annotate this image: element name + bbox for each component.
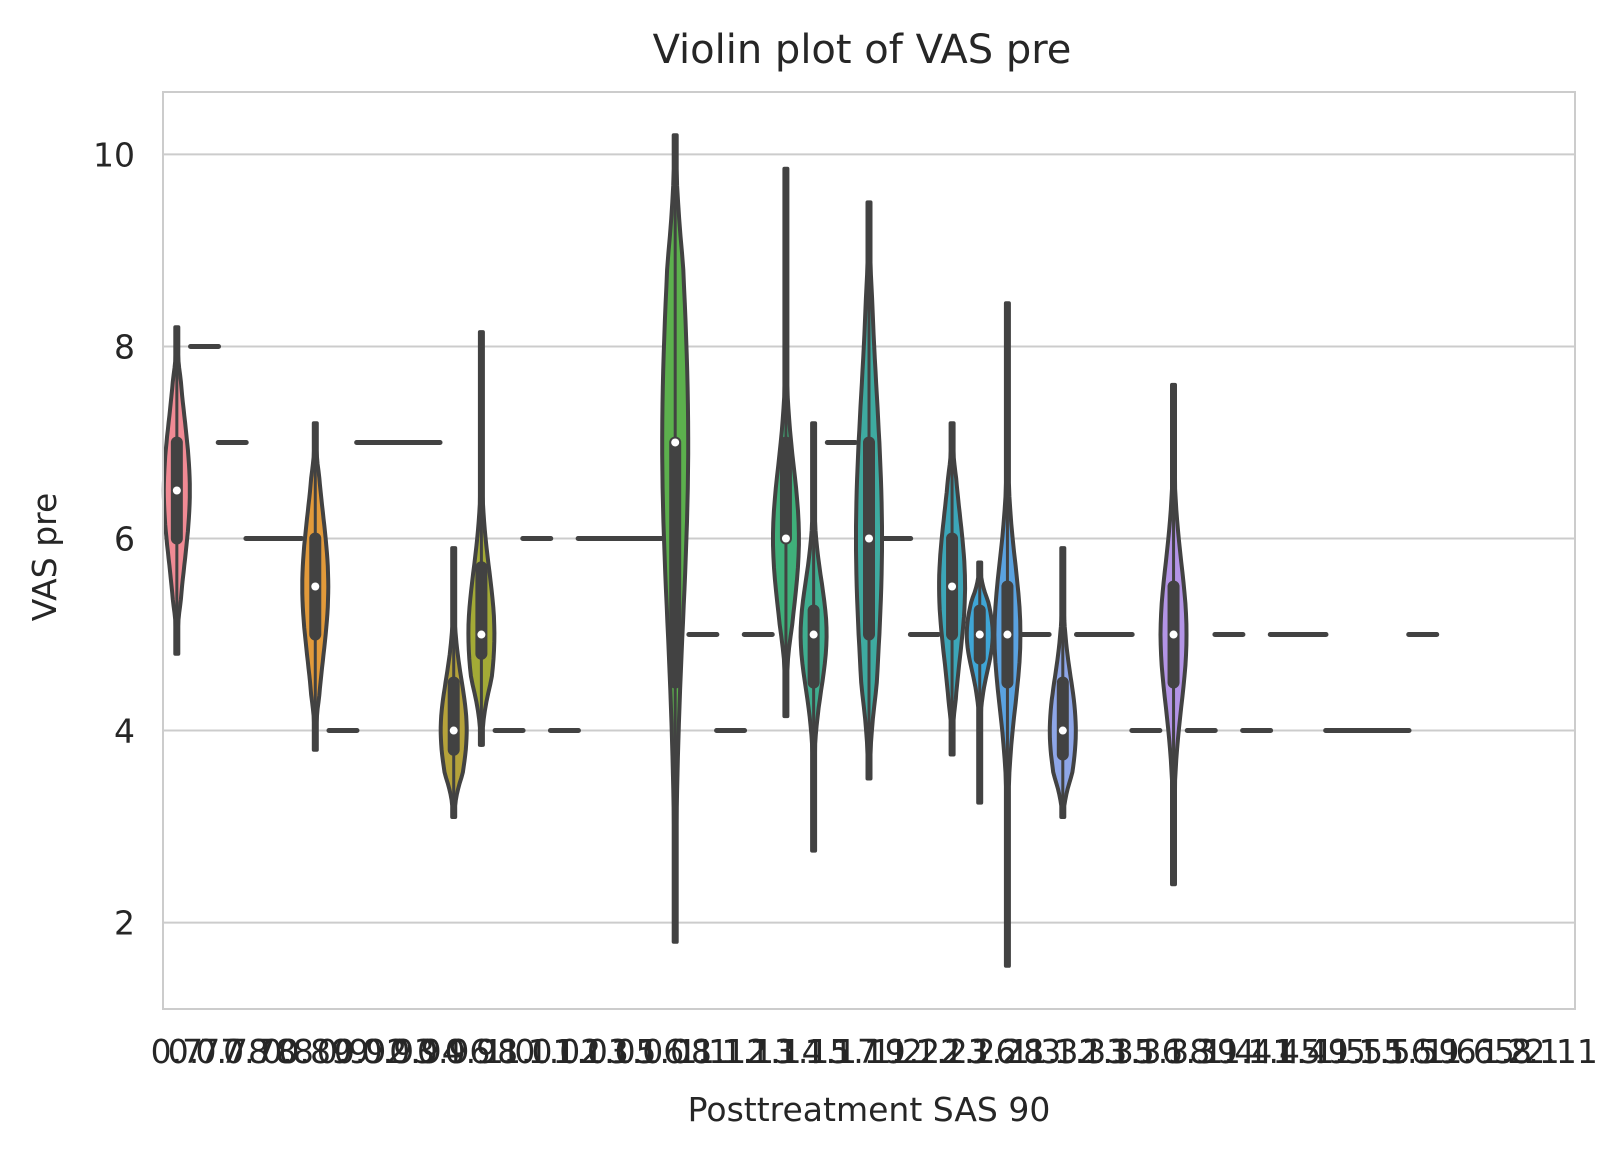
- chart-title: Violin plot of VAS pre: [653, 27, 1072, 73]
- x-tick-label: 1.15: [777, 1032, 850, 1071]
- violin-median-point: [809, 630, 818, 639]
- violin-median-point: [311, 582, 320, 591]
- x-tick-label: 1.06: [611, 1032, 684, 1071]
- x-tick-label: 0.93: [362, 1032, 435, 1071]
- x-tick-label: 0.96: [417, 1032, 490, 1071]
- violin-median-point: [172, 486, 181, 495]
- y-tick-label: 8: [114, 327, 135, 366]
- x-tick-label: 1.05: [583, 1032, 656, 1071]
- violin-median-point: [1058, 726, 1067, 735]
- x-tick-label: 0.89: [279, 1032, 352, 1071]
- x-tick-label: 1.2: [870, 1032, 922, 1071]
- x-tick-label: 1.36: [1109, 1032, 1182, 1071]
- violin-median-point: [865, 534, 873, 543]
- x-tick-label: 2.11: [1524, 1032, 1597, 1071]
- x-tick-label: 1.59: [1386, 1032, 1459, 1071]
- x-tick-label: 1.6: [1424, 1032, 1476, 1071]
- x-tick-label: 0.8: [261, 1032, 313, 1071]
- y-tick-label: 10: [93, 135, 135, 174]
- x-tick-label: 1.56: [1358, 1032, 1431, 1071]
- y-tick-label: 6: [114, 519, 135, 558]
- violin-median-point: [781, 534, 790, 543]
- x-tick-label: 0.9: [317, 1032, 369, 1071]
- y-tick-label: 4: [114, 712, 135, 751]
- violin-median-point: [671, 438, 680, 447]
- x-tick-label: 0.77: [168, 1032, 241, 1071]
- y-tick-label: 2: [114, 904, 135, 943]
- x-tick-label: 1.38: [1137, 1032, 1210, 1071]
- violin-median-point: [975, 630, 984, 639]
- x-tick-label: 1.0: [483, 1032, 535, 1071]
- x-tick-label: 0.78: [195, 1032, 268, 1071]
- plot-frame: [162, 91, 1576, 1010]
- x-tick-label: 1.28: [971, 1032, 1044, 1071]
- violin-median-point: [1003, 630, 1012, 639]
- x-tick-label: 1.8: [1480, 1032, 1532, 1071]
- x-tick-label: 1.17: [805, 1032, 878, 1071]
- axis-layer: 2468100.70.770.780.780.80.890.90.920.930…: [93, 91, 1598, 1071]
- x-tick-label: 1.41: [1220, 1032, 1293, 1071]
- x-tick-label: 0.78: [223, 1032, 296, 1071]
- x-tick-label: 1.26: [943, 1032, 1016, 1071]
- x-tick-label: 1.01: [500, 1032, 573, 1071]
- x-tick-label: 1.1: [677, 1032, 729, 1071]
- x-tick-label: 1.03: [555, 1032, 628, 1071]
- x-axis-label: Posttreatment SAS 90: [688, 1090, 1051, 1129]
- violin-median-point: [449, 726, 458, 735]
- x-tick-label: 0.7: [151, 1032, 203, 1071]
- x-tick-label: 1.33: [1054, 1032, 1127, 1071]
- x-tick-label: 0.98: [445, 1032, 518, 1071]
- x-tick-label: 1.19: [832, 1032, 905, 1071]
- violin-median-point: [477, 630, 486, 639]
- x-tick-label: 1.45: [1248, 1032, 1321, 1071]
- y-axis-label: VAS pre: [25, 493, 64, 622]
- x-tick-label: 1.32: [1026, 1032, 1099, 1071]
- x-tick-label: 1.12: [694, 1032, 767, 1071]
- x-tick-label: 1.49: [1275, 1032, 1348, 1071]
- x-tick-label: 1.39: [1164, 1032, 1237, 1071]
- x-tick-label: 1.35: [1081, 1032, 1154, 1071]
- x-tick-label: 1.14: [749, 1032, 822, 1071]
- violin-median-point: [948, 582, 957, 591]
- x-tick-label: 1.22: [888, 1032, 961, 1071]
- x-tick-label: 1.13: [722, 1032, 795, 1071]
- violin-layer: [161, 133, 1440, 968]
- x-tick-label: 2.1: [1507, 1032, 1559, 1071]
- x-tick-label: 0.92: [334, 1032, 407, 1071]
- x-tick-label: 0.94: [389, 1032, 462, 1071]
- x-tick-label: 1.65: [1441, 1032, 1514, 1071]
- x-tick-label: 1.23: [915, 1032, 988, 1071]
- x-tick-label: 1.08: [638, 1032, 711, 1071]
- x-tick-label: 1.02: [528, 1032, 601, 1071]
- x-tick-label: 1.55: [1331, 1032, 1404, 1071]
- x-tick-label: 1.5: [1313, 1032, 1365, 1071]
- x-tick-label: 1.4: [1203, 1032, 1255, 1071]
- violin-median-point: [1169, 630, 1178, 639]
- x-tick-label: 1.3: [1009, 1032, 1061, 1071]
